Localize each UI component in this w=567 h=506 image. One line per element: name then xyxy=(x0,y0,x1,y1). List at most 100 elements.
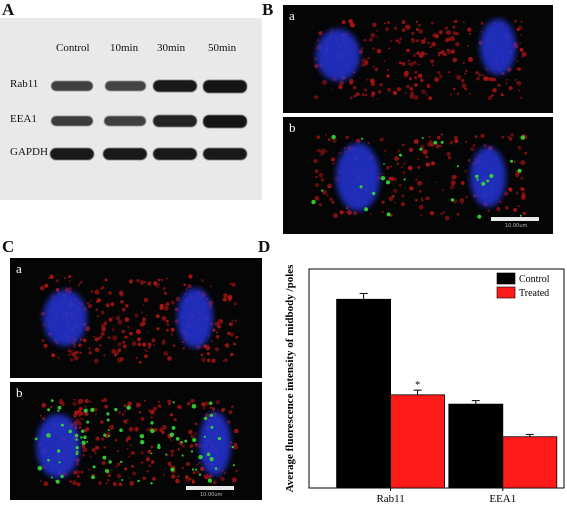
red-puncta xyxy=(402,143,405,147)
red-puncta xyxy=(421,199,424,202)
red-puncta xyxy=(350,22,355,28)
micrograph-b-a-label: a xyxy=(289,8,295,23)
green-puncta xyxy=(510,159,513,163)
red-puncta xyxy=(349,96,353,100)
red-puncta xyxy=(117,348,122,352)
red-puncta xyxy=(520,160,526,166)
green-puncta xyxy=(181,454,184,457)
red-puncta xyxy=(429,211,435,216)
blot-band xyxy=(103,147,147,161)
red-puncta xyxy=(381,200,385,204)
red-puncta xyxy=(128,455,131,458)
red-puncta xyxy=(221,407,226,412)
red-puncta xyxy=(73,355,79,361)
red-puncta xyxy=(464,87,467,91)
red-puncta xyxy=(124,467,128,471)
red-puncta xyxy=(78,426,82,429)
red-puncta xyxy=(98,481,102,485)
green-puncta xyxy=(476,178,479,181)
red-puncta xyxy=(452,25,456,29)
red-puncta xyxy=(160,278,164,282)
red-puncta xyxy=(80,417,84,421)
red-puncta xyxy=(316,135,320,139)
green-puncta xyxy=(456,165,459,168)
red-puncta xyxy=(135,402,141,408)
red-puncta xyxy=(454,139,459,143)
green-puncta xyxy=(139,434,145,439)
green-puncta xyxy=(380,176,386,181)
red-puncta xyxy=(317,148,321,153)
red-puncta xyxy=(74,346,76,349)
red-puncta xyxy=(438,74,443,79)
red-puncta xyxy=(118,482,123,487)
red-puncta xyxy=(318,31,323,36)
green-puncta xyxy=(359,185,363,189)
red-puncta xyxy=(508,86,513,91)
red-puncta xyxy=(161,316,167,321)
red-puncta xyxy=(126,447,129,450)
red-puncta xyxy=(418,189,422,193)
panel-letter-c: C xyxy=(2,237,15,256)
legend-swatch-treated xyxy=(496,286,516,299)
red-puncta xyxy=(115,316,121,321)
red-puncta xyxy=(372,65,375,68)
red-puncta xyxy=(215,335,220,339)
red-puncta xyxy=(328,185,331,189)
red-puncta xyxy=(401,20,406,24)
red-puncta xyxy=(408,147,414,153)
red-puncta xyxy=(391,194,395,198)
significance-marker: * xyxy=(415,380,420,391)
green-puncta xyxy=(433,140,438,145)
red-puncta xyxy=(453,175,457,179)
red-puncta xyxy=(120,300,124,304)
red-puncta xyxy=(100,420,104,424)
red-puncta xyxy=(130,444,132,446)
red-puncta xyxy=(206,352,210,356)
red-puncta xyxy=(235,469,238,472)
red-puncta xyxy=(487,209,490,212)
red-puncta xyxy=(168,403,171,406)
red-puncta xyxy=(126,436,131,441)
red-puncta xyxy=(405,24,411,30)
red-puncta xyxy=(94,289,100,295)
red-puncta xyxy=(200,353,204,356)
red-puncta xyxy=(229,282,233,286)
red-puncta xyxy=(161,340,166,345)
red-puncta xyxy=(148,464,152,468)
red-puncta xyxy=(427,85,430,89)
lane-label-10min: 10min xyxy=(110,42,139,54)
red-puncta xyxy=(170,474,176,479)
red-puncta xyxy=(372,47,375,50)
red-puncta xyxy=(417,180,423,186)
green-puncta xyxy=(121,479,124,481)
red-puncta xyxy=(227,331,231,335)
red-puncta xyxy=(383,60,386,62)
green-puncta xyxy=(198,454,203,460)
red-puncta xyxy=(181,466,184,470)
red-puncta xyxy=(69,480,72,483)
red-puncta xyxy=(480,30,483,33)
red-puncta xyxy=(508,187,513,192)
green-puncta xyxy=(206,452,211,457)
red-puncta xyxy=(101,461,106,465)
green-puncta xyxy=(399,153,402,157)
red-puncta xyxy=(444,215,450,221)
red-puncta xyxy=(44,283,49,288)
red-puncta xyxy=(420,51,425,56)
red-puncta xyxy=(425,53,428,55)
red-puncta xyxy=(413,95,419,100)
red-puncta xyxy=(196,470,200,474)
red-puncta xyxy=(371,94,375,98)
red-puncta xyxy=(415,178,418,181)
red-puncta xyxy=(429,59,435,64)
green-puncta xyxy=(83,435,87,440)
blot-band xyxy=(153,147,197,161)
red-puncta xyxy=(223,472,226,475)
red-puncta xyxy=(331,200,335,204)
red-puncta xyxy=(406,84,410,88)
red-puncta xyxy=(49,274,54,279)
red-puncta xyxy=(414,76,417,79)
red-puncta xyxy=(175,478,180,484)
red-puncta xyxy=(104,278,108,282)
red-puncta xyxy=(452,31,457,36)
